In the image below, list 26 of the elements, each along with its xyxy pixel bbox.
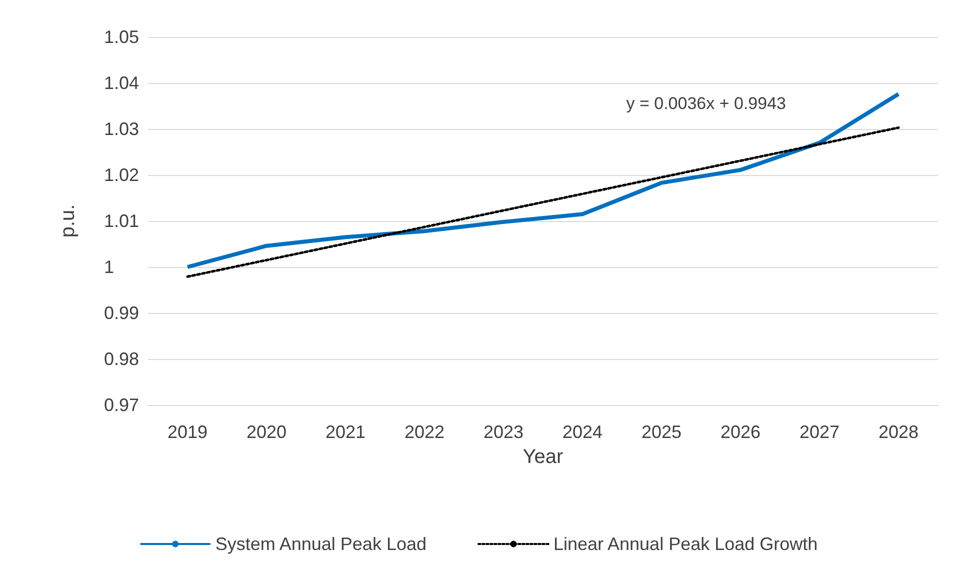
- y-tick-label: 1: [104, 257, 114, 277]
- line-series: [186, 92, 900, 269]
- x-tick-label: 2025: [641, 422, 682, 442]
- y-tick-label: 0.98: [104, 349, 140, 369]
- y-tick-label: 1.02: [104, 165, 140, 185]
- y-tick-label: 1.03: [104, 119, 140, 139]
- legend-label: System Annual Peak Load: [215, 534, 426, 554]
- x-tick-label: 2019: [167, 422, 208, 442]
- x-tick-label: 2021: [325, 422, 366, 442]
- x-tick-label: 2024: [562, 422, 603, 442]
- y-tick-label: 0.99: [104, 303, 140, 323]
- legend-label: Linear Annual Peak Load Growth: [553, 534, 818, 554]
- x-tick-label: 2022: [404, 422, 445, 442]
- y-tick-label: 1.04: [104, 73, 140, 93]
- x-tick-label: 2026: [720, 422, 761, 442]
- x-axis-title: Year: [522, 446, 564, 468]
- y-tick-label: 1.05: [104, 27, 140, 47]
- y-axis-title: p.u.: [57, 204, 79, 238]
- x-tick-label: 2028: [878, 422, 919, 442]
- line-series: [186, 126, 900, 278]
- y-tick-label: 0.97: [104, 395, 140, 415]
- x-tick-label: 2020: [246, 422, 287, 442]
- x-tick-label: 2023: [483, 422, 524, 442]
- x-tick-label: 2027: [799, 422, 840, 442]
- y-tick-label: 1.01: [104, 211, 140, 231]
- annotation: y = 0.0036x + 0.9943: [626, 94, 786, 113]
